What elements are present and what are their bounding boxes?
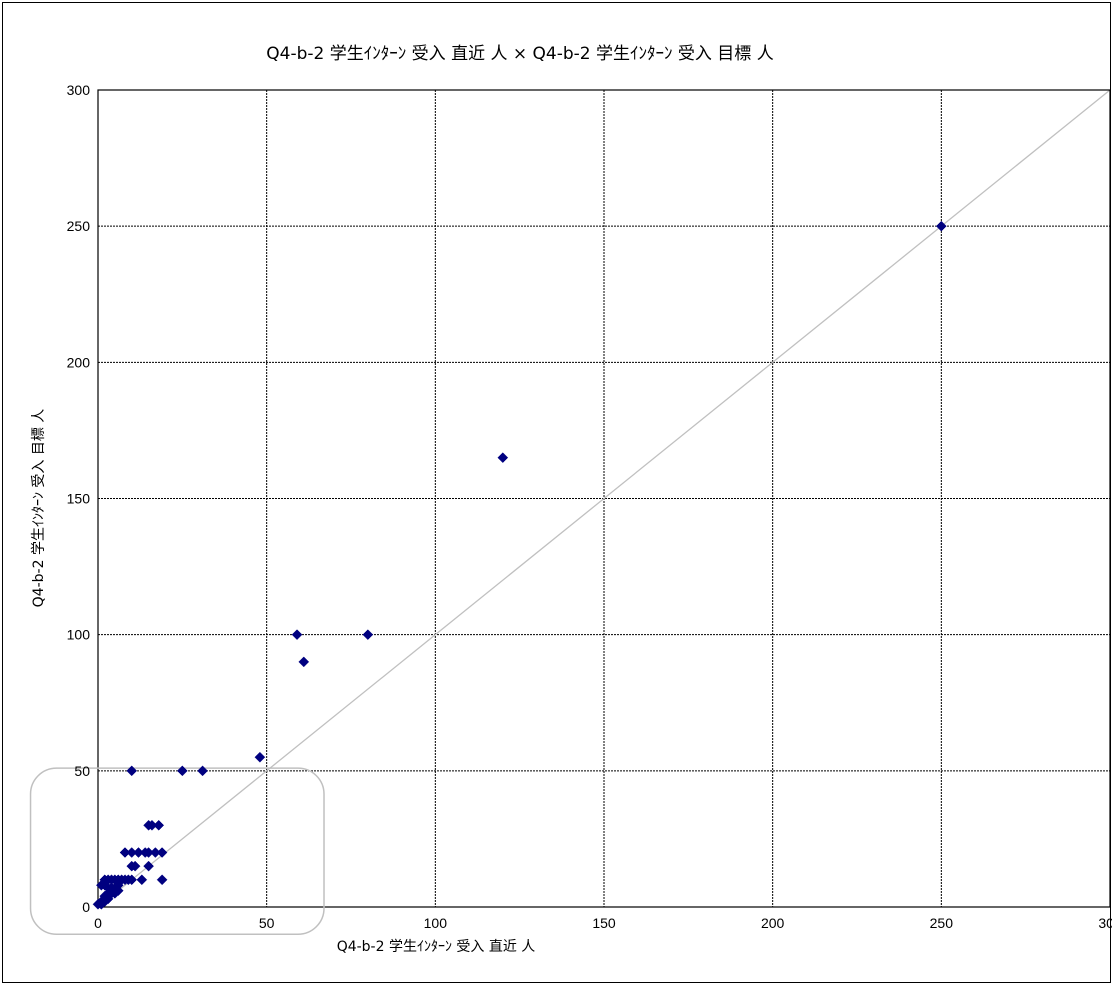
data-point [935, 220, 947, 232]
x-tick-label: 250 [930, 915, 954, 931]
data-point [153, 819, 165, 831]
plot-area [97, 89, 1111, 908]
x-tick-labels: 0 50 100 150 200 250 300 [94, 915, 1112, 931]
data-point [176, 765, 188, 777]
data-point [126, 874, 138, 886]
y-tick-label: 300 [67, 82, 91, 98]
y-tick-labels: 0 50 100 150 200 250 300 [67, 82, 91, 915]
x-tick-label: 300 [1098, 915, 1112, 931]
x-tick-label: 200 [761, 915, 785, 931]
data-point [156, 847, 168, 858]
x-tick-label: 0 [94, 915, 102, 931]
data-point [497, 452, 509, 464]
y-axis-title: Q4-b-2 学生ｲﾝﾀｰﾝ 受入 目標 人 [31, 409, 47, 608]
data-point [126, 765, 138, 777]
data-point [129, 860, 141, 872]
data-point [136, 874, 148, 886]
data-point [106, 885, 117, 897]
data-point [156, 874, 168, 886]
data-point [254, 751, 266, 763]
y-tick-label: 250 [67, 218, 91, 234]
x-tick-label: 100 [424, 915, 448, 931]
x-axis-title: Q4-b-2 学生ｲﾝﾀｰﾝ 受入 直近 人 [337, 938, 536, 955]
data-point [291, 629, 303, 641]
data-point [112, 879, 124, 891]
chart-title: Q4-b-2 学生ｲﾝﾀｰﾝ 受入 直近 人 × Q4-b-2 学生ｲﾝﾀｰﾝ … [266, 44, 773, 64]
y-tick-label: 100 [67, 627, 91, 643]
data-point [197, 765, 208, 777]
data-points [92, 220, 947, 910]
highlight-box [29, 767, 325, 935]
data-point [92, 898, 104, 910]
data-point [362, 629, 374, 641]
y-tick-label: 200 [67, 354, 91, 370]
grid-layer [98, 90, 1110, 907]
x-tick-label: 150 [592, 915, 616, 931]
y-tick-label: 0 [82, 899, 90, 915]
data-point [298, 656, 310, 668]
y-tick-label: 50 [74, 763, 90, 779]
y-tick-label: 150 [67, 491, 91, 507]
x-tick-label: 50 [259, 915, 275, 931]
data-point [143, 860, 154, 872]
scatter-chart: Q4-b-2 学生ｲﾝﾀｰﾝ 受入 直近 人 × Q4-b-2 学生ｲﾝﾀｰﾝ … [29, 44, 1112, 955]
